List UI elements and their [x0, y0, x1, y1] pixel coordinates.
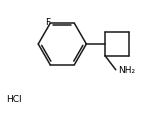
Text: HCl: HCl — [6, 95, 22, 103]
Text: NH₂: NH₂ — [118, 66, 135, 75]
Text: F: F — [45, 18, 50, 26]
